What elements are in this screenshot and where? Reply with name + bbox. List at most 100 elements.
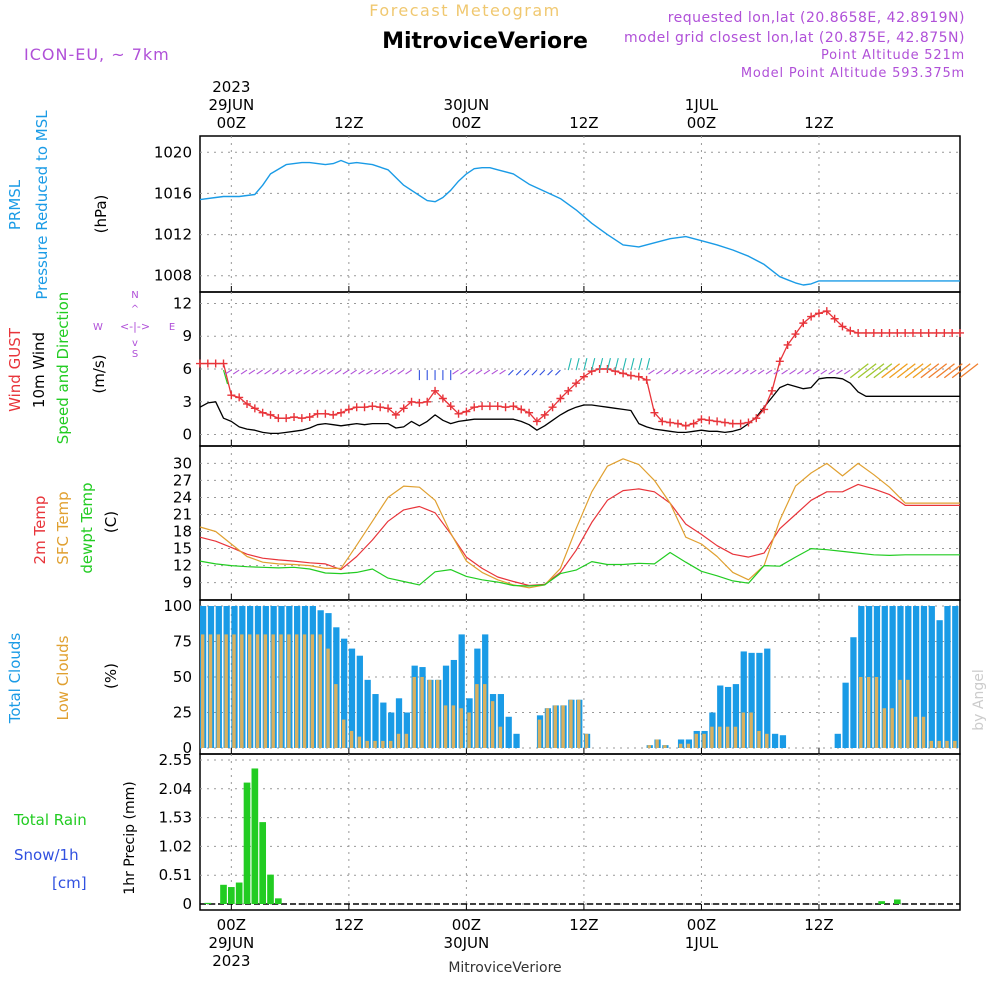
low-cloud-bar [898, 679, 902, 748]
gust-marker [760, 405, 769, 414]
top-tick-label: 12Z [569, 114, 598, 132]
total-cloud-bar [740, 651, 747, 748]
low-cloud-bar [906, 679, 910, 748]
bottom-date: 29JUN [208, 934, 254, 952]
top-tick-label: 00Z [452, 114, 481, 132]
wind-speed-label: 10m Wind [30, 332, 48, 408]
gust-marker [399, 404, 408, 413]
gust-marker [282, 414, 291, 423]
location-title: MitroviceVeriore [382, 29, 588, 54]
temp-dewpt-line [199, 548, 960, 587]
wind-direction-arrow [687, 369, 694, 375]
wind-direction-arrow [303, 369, 310, 375]
wind-direction-arrow [575, 357, 580, 371]
top-tick-label: 12Z [804, 114, 833, 132]
gust-marker [681, 421, 690, 430]
gust-marker [572, 379, 581, 388]
gust-marker [846, 326, 855, 335]
gust-marker [619, 369, 628, 378]
gust-marker [814, 309, 823, 318]
top-tick-label: 12Z [334, 114, 363, 132]
wind-unit: (m/s) [90, 354, 108, 393]
total-cloud-bar [771, 733, 779, 748]
low-cloud-bar [655, 739, 659, 748]
low-cloud-bar [420, 677, 424, 748]
low-cloud-bar [381, 740, 385, 748]
y-tick-label: 0 [182, 426, 192, 444]
low-cloud-bar [467, 712, 471, 748]
wind-direction-arrow [943, 363, 963, 379]
gust-marker [948, 328, 957, 337]
gust-marker [564, 386, 573, 395]
wind-direction-arrow [773, 369, 781, 375]
rain-bar [251, 768, 259, 904]
low-cloud-bar [553, 705, 557, 748]
gust-marker [642, 375, 651, 384]
wind-direction-arrow [248, 369, 256, 375]
low-cloud-bar [318, 634, 322, 748]
low-cloud-bar [718, 726, 722, 748]
low-clouds-label: Low Clouds [54, 635, 72, 720]
gust-marker [501, 403, 510, 412]
rain-bar [228, 887, 235, 904]
low-cloud-bar [890, 708, 894, 748]
total-cloud-bar [458, 634, 465, 748]
y-tick-label: 12 [173, 294, 192, 312]
low-cloud-bar [240, 634, 244, 748]
gust-marker [673, 419, 682, 428]
wind-direction-arrow [865, 363, 885, 379]
wind-direction-arrow [499, 369, 506, 375]
wind-direction-arrow [287, 369, 295, 375]
gust-marker [556, 394, 565, 403]
wind-direction-arrow [622, 357, 627, 371]
gust-marker [462, 407, 471, 416]
low-cloud-bar [937, 740, 941, 748]
rain-bar [235, 882, 243, 904]
y-tick-label: 50 [173, 668, 192, 686]
gust-marker [360, 403, 369, 412]
total-cloud-bar [912, 606, 920, 748]
y-tick-label: 9 [182, 574, 192, 592]
low-cloud-bar [443, 705, 448, 748]
gust-marker [454, 409, 463, 418]
wind-direction-arrow [222, 369, 229, 385]
gust-marker [775, 357, 784, 366]
total-cloud-bar [897, 606, 904, 748]
compass-north: N [131, 290, 138, 301]
wind-direction-arrow [366, 369, 373, 375]
low-cloud-bar [428, 679, 432, 748]
wind-direction-label: Speed and Direction [54, 292, 72, 445]
total-cloud-bar [356, 655, 363, 748]
wind-direction-arrow [844, 369, 851, 375]
wind-direction-arrow [718, 369, 726, 375]
bottom-tick-label: 12Z [334, 916, 363, 934]
wind-direction-arrow [358, 369, 365, 375]
wind-direction-arrow [951, 363, 971, 379]
low-cloud-bar [741, 712, 746, 748]
total-cloud-bar [936, 620, 943, 748]
gust-marker [493, 402, 502, 411]
y-tick-label: 1020 [154, 143, 192, 161]
gust-marker [196, 359, 204, 368]
gust-marker [877, 328, 886, 337]
y-tick-label: 25 [173, 704, 192, 722]
wind-direction-arrow [583, 357, 588, 371]
wind-direction-arrow [452, 369, 459, 375]
wind-direction-arrow [460, 369, 467, 375]
wind-direction-arrow [389, 369, 397, 375]
gust-marker [736, 419, 745, 428]
y-tick-label: 0 [182, 895, 192, 913]
gust-marker [932, 328, 941, 337]
total-cloud-bar [928, 606, 935, 748]
wind-direction-arrow [936, 363, 955, 379]
top-date: 29JUN [208, 96, 254, 114]
low-cloud-bar [263, 634, 268, 748]
low-cloud-bar [577, 699, 581, 748]
wind-direction-arrow [295, 369, 303, 375]
low-cloud-bar [545, 708, 550, 748]
wind-gust-label: Wind GUST [6, 327, 24, 412]
gust-marker [376, 403, 385, 412]
top-tick-label: 00Z [687, 114, 716, 132]
low-cloud-bar [224, 634, 228, 748]
